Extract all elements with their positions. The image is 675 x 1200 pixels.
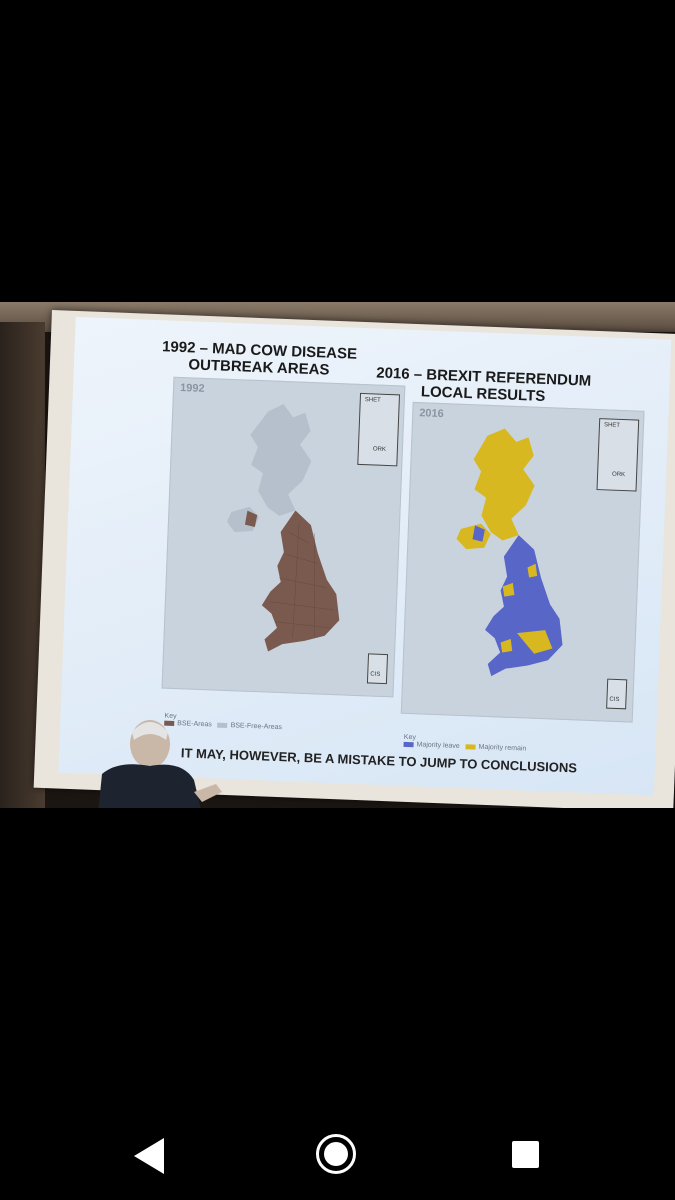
- inset-label-shet: SHET: [364, 397, 381, 404]
- left-map-title: 1992 – MAD COW DISEASE OUTBREAK AREAS: [144, 338, 375, 381]
- leave-swatch: [403, 741, 414, 747]
- key-majority-leave: Majority leave: [416, 741, 460, 750]
- bse-map-panel: 1992 SHET ORK: [161, 376, 406, 698]
- navigation-bar: [0, 1110, 675, 1200]
- bse-map: [226, 403, 340, 652]
- recents-icon[interactable]: [512, 1141, 539, 1168]
- inset-label-shet-right: SHET: [603, 422, 621, 429]
- england-wales-region: [261, 510, 340, 652]
- key-bse-free-areas: BSE-Free-Areas: [230, 722, 283, 732]
- inset-label-cis: CIS: [370, 671, 381, 678]
- inset-label-ork-right: ORK: [611, 471, 626, 479]
- brexit-map: [456, 428, 563, 677]
- shetland-orkney-inset-right: SHET ORK: [596, 418, 640, 492]
- scotland-region: [250, 403, 312, 516]
- england-wales-leave-region: [485, 535, 563, 677]
- slide: 1992 – MAD COW DISEASE OUTBREAK AREAS 20…: [58, 316, 672, 796]
- brexit-map-panel: 2016 SHET ORK CIS: [400, 401, 645, 723]
- shetland-orkney-inset: SHET ORK: [357, 392, 401, 467]
- slide-photo: 1992 – MAD COW DISEASE OUTBREAK AREAS 20…: [0, 302, 675, 808]
- channel-islands-inset-right: CIS: [606, 678, 628, 710]
- presenter-figure: [98, 720, 222, 808]
- scotland-remain-region: [473, 428, 535, 541]
- inset-label-cis-right: CIS: [609, 696, 620, 704]
- projection-screen: 1992 – MAD COW DISEASE OUTBREAK AREAS 20…: [33, 310, 675, 808]
- key-majority-remain: Majority remain: [478, 743, 527, 753]
- london-remain-region: [516, 630, 553, 654]
- home-icon[interactable]: [316, 1134, 356, 1174]
- right-map-title: 2016 – BREXIT REFERENDUM LOCAL RESULTS: [373, 364, 594, 406]
- back-icon[interactable]: [134, 1138, 164, 1174]
- channel-islands-inset: CIS: [366, 653, 389, 685]
- inset-label-ork: ORK: [372, 446, 387, 453]
- brexit-map-key: Key Majority leave Majority remain: [403, 734, 527, 753]
- remain-swatch: [465, 743, 476, 750]
